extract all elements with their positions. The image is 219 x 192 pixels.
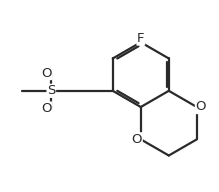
Text: F: F [137, 32, 145, 45]
Text: O: O [41, 67, 52, 79]
Text: S: S [47, 84, 55, 97]
Text: O: O [41, 102, 52, 115]
Text: O: O [195, 100, 206, 113]
Text: O: O [132, 133, 142, 146]
